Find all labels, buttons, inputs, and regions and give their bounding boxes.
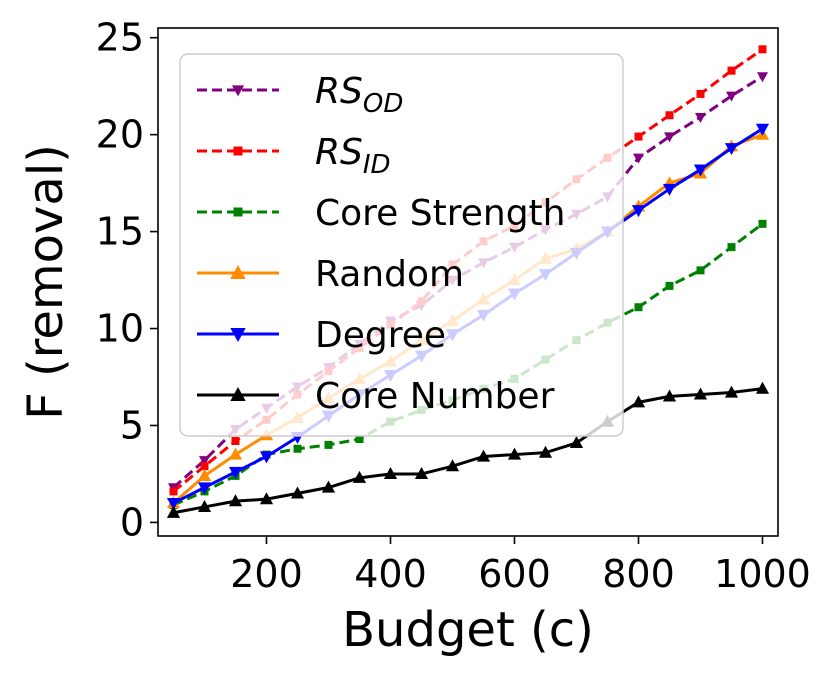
data-point (755, 381, 770, 394)
data-point (665, 281, 674, 290)
data-point (634, 303, 643, 312)
axis-ticks: 200 400 600 800 1000 0 5 10 15 20 25 (96, 16, 811, 596)
legend-marker (230, 264, 246, 279)
data-point (633, 153, 644, 164)
legend-box (179, 53, 624, 437)
data-point (231, 436, 240, 445)
data-point (724, 385, 739, 398)
data-point (755, 123, 770, 136)
data-point (324, 440, 333, 449)
data-point (758, 219, 767, 228)
x-tick-label: 1000 (714, 552, 811, 596)
data-point (631, 205, 646, 218)
data-point (693, 387, 708, 400)
data-point (727, 243, 736, 252)
data-point (199, 456, 210, 467)
data-point (726, 91, 737, 102)
y-tick-label: 15 (96, 210, 144, 254)
data-point (757, 72, 768, 83)
legend-label: RSID (315, 132, 391, 180)
data-point (169, 487, 178, 496)
data-point (228, 494, 243, 507)
data-point (445, 459, 460, 472)
legend-marker (233, 146, 243, 156)
legend-label: Core Strength (315, 193, 566, 234)
data-point (228, 447, 243, 460)
legend-marker (230, 328, 246, 343)
data-point (695, 112, 706, 123)
data-point (662, 183, 677, 196)
data-point (693, 164, 708, 177)
legend-marker (230, 386, 246, 401)
data-point (696, 89, 705, 98)
x-axis-title: Budget (c) (342, 602, 594, 658)
data-point (758, 45, 767, 54)
data-point (631, 395, 646, 408)
legend-label-sub: ID (363, 150, 391, 180)
legend-marker (233, 207, 243, 217)
data-point (197, 468, 212, 481)
data-point (197, 482, 212, 495)
data-point (290, 486, 305, 499)
data-point (259, 451, 274, 464)
data-point (259, 492, 274, 505)
data-point (569, 436, 584, 449)
axes-frame (157, 27, 779, 537)
legend-label: RSOD (315, 71, 403, 119)
data-point (476, 449, 491, 462)
y-axis-title: F (removal) (18, 144, 74, 420)
data-point (200, 462, 209, 471)
x-tick-label: 800 (602, 552, 675, 596)
data-point (538, 445, 553, 458)
data-point (293, 444, 302, 453)
y-tick-label: 25 (96, 16, 144, 60)
legend-marker (231, 85, 245, 97)
data-point (383, 467, 398, 480)
data-point (724, 143, 739, 156)
data-point (507, 447, 522, 460)
y-tick-label: 10 (96, 307, 144, 351)
y-tick-label: 0 (120, 500, 144, 544)
legend-label-main: RS (315, 132, 363, 173)
data-point (166, 505, 181, 518)
data-point (228, 466, 243, 479)
series-line (173, 387, 763, 515)
y-tick-label: 20 (96, 113, 144, 157)
y-tick-label: 5 (120, 403, 144, 447)
legend-label: Degree (315, 315, 446, 356)
data-point (197, 500, 212, 513)
legend-label-main: RS (315, 71, 363, 112)
data-point (727, 66, 736, 75)
data-point (355, 435, 364, 444)
data-point (696, 266, 705, 275)
data-point (321, 480, 336, 493)
data-point (662, 389, 677, 402)
legend-label: Core Number (315, 376, 555, 417)
data-point (352, 470, 367, 483)
x-tick-label: 600 (478, 552, 551, 596)
x-tick-label: 200 (230, 552, 303, 596)
data-point (664, 132, 675, 143)
data-point (634, 132, 643, 141)
legend-label-sub: OD (363, 89, 404, 119)
data-point (414, 467, 429, 480)
legend-label: Random (315, 254, 464, 295)
data-point (665, 111, 674, 120)
x-tick-label: 400 (354, 552, 427, 596)
data-point (166, 497, 181, 510)
